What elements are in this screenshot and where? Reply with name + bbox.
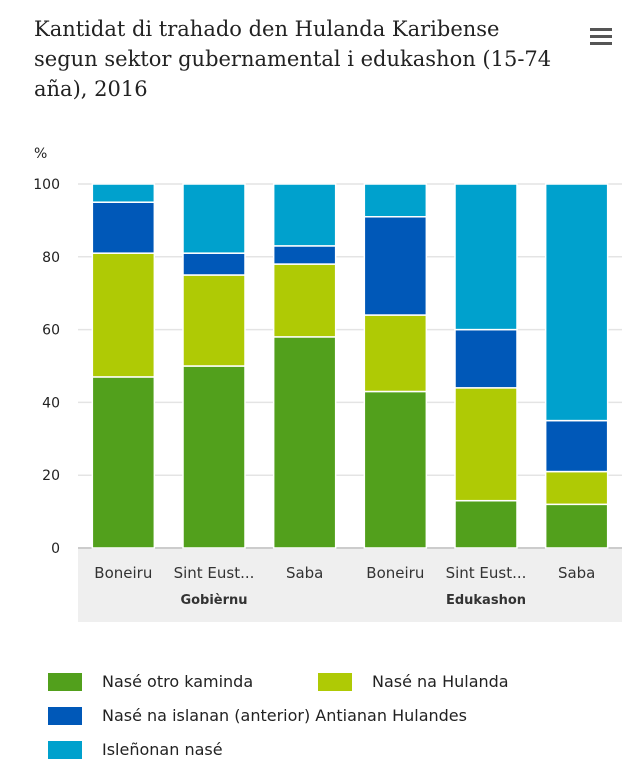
legend-label: Nasé na islanan (anterior) Antianan Hula…	[102, 706, 467, 725]
legend-swatch	[48, 672, 82, 691]
legend-item[interactable]: Isleñonan nasé	[48, 740, 223, 759]
y-tick-label: 60	[42, 323, 60, 339]
legend-label: Nasé na Hulanda	[372, 672, 509, 691]
legend-item[interactable]: Nasé na islanan (anterior) Antianan Hula…	[48, 706, 467, 725]
bar-segment	[272, 336, 337, 549]
x-tick-label: Saba	[558, 564, 595, 582]
bar-segment	[272, 263, 337, 338]
hamburger-menu-icon[interactable]	[590, 28, 612, 49]
bar-segment	[91, 252, 156, 378]
bar-segment	[272, 183, 337, 247]
bar-segment	[544, 503, 609, 549]
bar-segment	[182, 274, 246, 367]
y-tick-label: 40	[42, 395, 60, 411]
legend-label: Nasé otro kaminda	[102, 672, 254, 691]
bar-segment	[91, 183, 156, 203]
bar-segment	[363, 390, 428, 549]
bar-segment	[454, 387, 518, 502]
bar-segment	[544, 419, 609, 473]
bar-segment	[363, 314, 428, 393]
bar-segment	[182, 183, 246, 254]
legend-item[interactable]: Nasé na Hulanda	[318, 672, 509, 691]
chart-title: Kantidat di trahado den Hulanda Karibens…	[34, 17, 552, 101]
bar-segment	[454, 183, 518, 331]
y-tick-label: 100	[33, 177, 60, 193]
bar-segment	[272, 245, 337, 265]
category-axis-band	[78, 548, 622, 622]
x-tick-label: Boneiru	[94, 564, 152, 582]
bar-segment	[91, 376, 156, 549]
x-tick-label: Boneiru	[366, 564, 424, 582]
group-label: Edukashon	[446, 593, 526, 608]
bar-segment	[91, 201, 156, 254]
bar-segment	[454, 328, 518, 389]
legend-swatch	[48, 706, 82, 725]
bar-segment	[182, 365, 246, 549]
legend-swatch	[318, 672, 352, 691]
bar-segment	[363, 183, 428, 218]
bar-segment	[454, 499, 518, 549]
group-label: Gobièrnu	[180, 593, 247, 608]
legend-swatch	[48, 740, 82, 759]
x-tick-label: Saba	[286, 564, 323, 582]
y-axis-label: %	[34, 146, 47, 162]
legend-item[interactable]: Nasé otro kaminda	[48, 672, 253, 691]
bar-segment	[544, 183, 609, 422]
x-tick-label: Sint Eust...	[174, 564, 255, 582]
bar-segment	[544, 470, 609, 506]
chart: 0 20 40 60 80 100% Boneiru Sint Eust... Saba Bone…	[33, 146, 622, 622]
legend-label: Isleñonan nasé	[102, 740, 223, 759]
y-tick-label: 0	[51, 541, 60, 557]
x-tick-label: Sint Eust...	[446, 564, 527, 582]
y-tick-label: 80	[42, 250, 60, 266]
bar-segment	[363, 216, 428, 316]
y-tick-label: 20	[42, 468, 60, 484]
bar-segment	[182, 252, 246, 276]
